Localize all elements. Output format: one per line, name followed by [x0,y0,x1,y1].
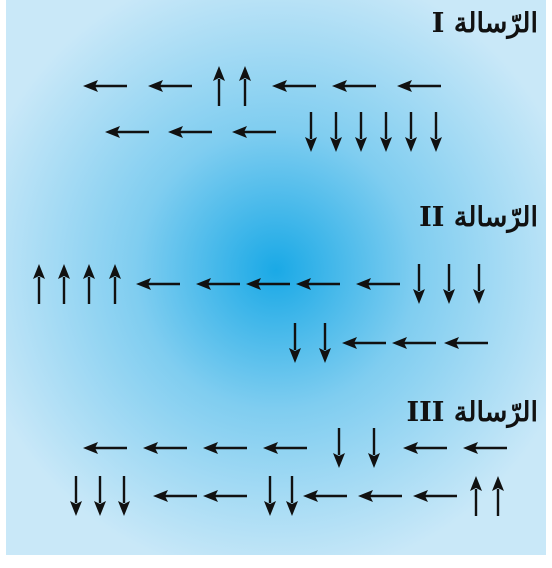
arrow-down-m1-r2-7 [380,112,392,152]
arrow-left-m2-r2-4 [392,337,436,349]
arrow-down-m2-r2-1 [289,323,301,363]
arrow-up-m1-r1-3 [213,66,225,106]
arrow-left-m1-r2-2 [168,126,212,138]
arrow-down-m1-r2-4 [305,112,317,152]
arrow-left-m3-r1-2 [143,442,187,454]
arrow-left-m2-r1-5 [136,278,180,290]
arrow-left-m1-r1-1 [83,80,127,92]
arrow-down-m2-r1-12 [473,264,485,304]
arrow-left-m1-r2-3 [232,126,276,138]
arrow-left-m3-r1-7 [403,442,447,454]
arrow-layer [33,66,507,516]
arrow-left-m1-r1-5 [272,80,316,92]
arrow-left-m3-r2-9 [358,490,402,502]
arrow-down-m3-r2-6 [264,476,276,516]
arrow-down-m2-r1-11 [443,264,455,304]
arrow-left-m3-r2-10 [413,490,457,502]
arrow-up-m2-r1-4 [109,264,121,304]
arrow-left-m3-r2-5 [203,490,247,502]
arrow-left-m2-r1-8 [296,278,340,290]
arrow-left-m1-r1-2 [148,80,192,92]
arrow-left-m3-r2-4 [153,490,197,502]
arrow-left-m3-r1-4 [263,442,307,454]
arrow-down-m1-r2-9 [430,112,442,152]
background [6,0,546,555]
arrow-down-m3-r2-3 [118,476,130,516]
message-title-1: الرّسالة I [431,8,538,39]
arrow-up-m2-r1-2 [58,264,70,304]
arrow-down-m1-r2-8 [405,112,417,152]
arrow-left-m1-r1-6 [332,80,376,92]
arrow-down-m2-r2-2 [319,323,331,363]
message-title-2: الرّسالة II [419,202,538,233]
arrow-down-m1-r2-6 [355,112,367,152]
arrow-left-m3-r1-1 [83,442,127,454]
arrow-up-m2-r1-1 [33,264,45,304]
arrow-down-m3-r1-5 [333,428,345,468]
arrow-left-m2-r2-5 [444,337,488,349]
arrow-up-m2-r1-3 [83,264,95,304]
arrow-down-m2-r1-10 [413,264,425,304]
arrow-down-m3-r2-1 [70,476,82,516]
arrow-left-m3-r2-8 [303,490,347,502]
arrow-left-m1-r1-7 [397,80,441,92]
arrow-down-m1-r2-5 [330,112,342,152]
arrow-left-m2-r1-7 [246,278,290,290]
arrow-down-m3-r2-2 [94,476,106,516]
arrow-up-m3-r2-12 [492,476,504,516]
arrow-left-m2-r1-9 [356,278,400,290]
diagram-panel [6,0,546,555]
arrow-left-m2-r1-6 [196,278,240,290]
arrow-left-m3-r1-8 [463,442,507,454]
arrow-up-m1-r1-4 [239,66,251,106]
arrow-left-m2-r2-3 [342,337,386,349]
message-title-3: الرّسالة III [406,397,538,428]
arrow-left-m1-r2-1 [105,126,149,138]
arrow-down-m3-r1-6 [368,428,380,468]
arrow-down-m3-r2-7 [286,476,298,516]
arrow-left-m3-r1-3 [203,442,247,454]
arrow-up-m3-r2-11 [470,476,482,516]
